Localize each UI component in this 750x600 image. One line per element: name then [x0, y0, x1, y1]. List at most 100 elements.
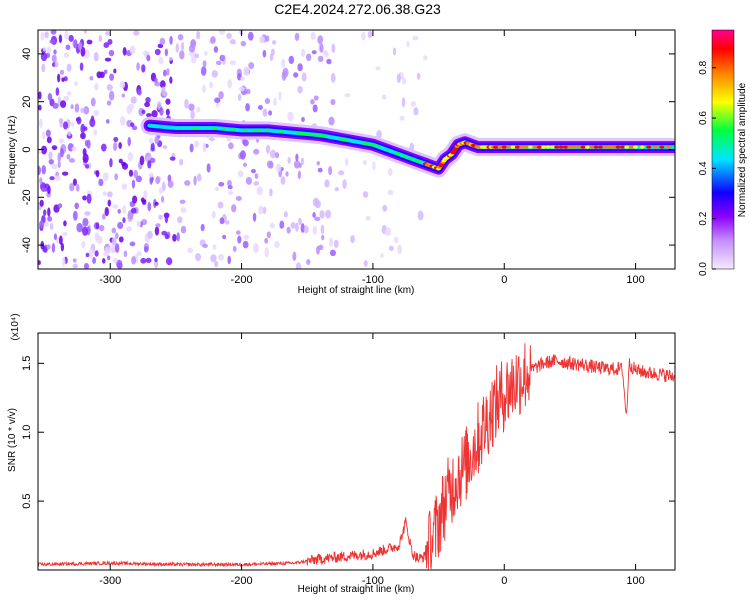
spectrogram-noise-blob	[44, 220, 49, 228]
spectrogram-noise-blob	[145, 257, 152, 264]
spectrogram-noise-blob	[107, 255, 111, 261]
spectrogram-noise-blob	[140, 257, 147, 264]
spectrogram-noise-blob	[99, 224, 105, 232]
spectrogram-noise-blob	[40, 145, 48, 155]
spectrogram-noise-blob	[338, 170, 345, 176]
spectrogram-noise-blob	[90, 97, 96, 107]
spectrogram-noise-blob	[113, 141, 118, 152]
spectrogram-noise-blob	[325, 209, 332, 219]
colorbar-gradient	[711, 29, 735, 270]
snr-x-label: Height of straight line (km)	[298, 584, 415, 595]
snr-x-tick-label: -100	[362, 575, 384, 587]
spectrogram-x-tick-label: -100	[362, 274, 384, 286]
spectrogram-noise-blob	[164, 213, 169, 224]
spectrogram-noise-blob	[131, 256, 136, 265]
signal-track-hotspot	[212, 126, 218, 130]
spectrogram-noise-blob	[88, 247, 94, 258]
spectrogram-noise-blob	[136, 62, 140, 71]
spectrogram-noise-blob	[314, 216, 321, 221]
snr-x-tick-label: 100	[626, 575, 644, 587]
spectrogram-noise-blob	[329, 249, 336, 257]
spectrogram-noise-blob	[127, 152, 133, 162]
spectrogram-noise-blob	[164, 233, 170, 240]
signal-track-hotspot	[326, 135, 332, 139]
spectrogram-noise-blob	[81, 240, 86, 249]
spectrogram-noise-blob	[286, 226, 291, 234]
spectrogram-noise-blob	[96, 71, 102, 79]
spectrogram-noise-blob	[320, 224, 325, 235]
spectrogram-noise-blob	[266, 231, 271, 239]
spectrogram-noise-blob	[128, 103, 135, 111]
spectrogram-noise-blob	[154, 226, 160, 236]
spectrogram-noise-blob	[169, 35, 173, 45]
signal-track-hotspot	[366, 142, 372, 146]
spectrogram-noise-blob	[118, 158, 123, 164]
spectrogram-noise-blob	[154, 81, 161, 87]
spectrogram-noise-blob	[39, 199, 44, 207]
spectrogram-noise-blob	[126, 225, 132, 232]
spectrogram-noise-blob	[51, 54, 57, 63]
spectrogram-noise-blob	[363, 260, 368, 267]
spectrogram-noise-blob	[417, 210, 424, 221]
spectrogram-noise-blob	[200, 223, 205, 232]
spectrogram-noise-blob	[412, 35, 419, 41]
spectrogram-noise-blob	[177, 34, 184, 41]
spectrogram-noise-blob	[303, 225, 309, 234]
spectrogram-noise-blob	[215, 60, 222, 66]
spectrogram-noise-blob	[148, 137, 154, 145]
spectrogram-noise-blob	[146, 54, 151, 62]
spectrogram-noise-blob	[107, 199, 112, 207]
spectrogram-noise-blob	[92, 257, 97, 264]
spectrogram-noise-blob	[118, 142, 122, 150]
snr-y-ticks: 0.5 1.0 1.5	[21, 356, 675, 509]
spectrogram-noise-blob	[119, 80, 126, 89]
spectrogram-noise-blob	[227, 79, 233, 89]
snr-line	[38, 343, 675, 570]
spectrogram-noise-blob	[139, 155, 145, 166]
spectrogram-noise-blob	[264, 247, 269, 258]
spectrogram-noise-blob	[406, 41, 410, 48]
spectrogram-noise-blob	[413, 107, 419, 116]
colorbar-tick-label: 0.0	[698, 262, 709, 276]
signal-track-hotspot	[160, 125, 166, 129]
spectrogram-noise-blob	[188, 103, 195, 111]
spectrogram-noise-blob	[179, 199, 186, 204]
spectrogram-noise-blob	[57, 203, 63, 209]
spectrogram-noise-blob	[362, 159, 367, 166]
spectrogram-noise-blob	[226, 32, 232, 40]
spectrogram-noise-blob	[285, 171, 289, 177]
signal-track-hotspot	[173, 126, 179, 130]
spectrogram-noise-blob	[394, 236, 399, 244]
spectrogram-noise-blob	[242, 139, 249, 147]
spectrogram-noise-blob	[39, 118, 43, 129]
spectrogram-noise-blob	[159, 107, 164, 116]
spectrogram-noise-blob	[107, 191, 113, 198]
spectrogram-noise-blob	[202, 243, 208, 248]
spectrogram-noise-blob	[297, 85, 303, 94]
signal-track-hotspot	[501, 145, 507, 149]
signal-track-hotspot	[361, 141, 367, 145]
spectrogram-noise-blob	[54, 175, 61, 181]
signal-track-hotspot	[313, 133, 319, 137]
spectrogram-noise-blob	[121, 93, 126, 98]
spectrogram-noise-blob	[218, 253, 225, 261]
spectrogram-noise-blob	[189, 143, 194, 153]
signal-track-hotspot	[576, 145, 582, 149]
signal-track-hotspot	[151, 124, 157, 128]
spectrogram-noise-blob	[231, 204, 237, 213]
spectrogram-noise-blob	[227, 179, 232, 187]
spectrogram-noise-blob	[51, 163, 58, 170]
spectrogram-noise-blob	[281, 70, 287, 81]
spectrogram-noise-blob	[150, 157, 156, 164]
colorbar-tick-label: 0.2	[698, 211, 709, 225]
spectrogram-noise-blob	[295, 222, 299, 232]
spectrogram-noise-blob	[214, 97, 221, 104]
signal-track-hotspot	[558, 145, 564, 149]
spectrogram-noise-blob	[265, 35, 270, 42]
spectrogram-noise-blob	[168, 57, 173, 62]
spectrogram-noise-blob	[80, 107, 85, 114]
spectrogram-noise-blob	[41, 131, 46, 140]
spectrogram-noise-blob	[117, 208, 121, 214]
spectrogram-noise-blob	[59, 235, 63, 245]
spectrogram-noise-blob	[311, 50, 317, 55]
